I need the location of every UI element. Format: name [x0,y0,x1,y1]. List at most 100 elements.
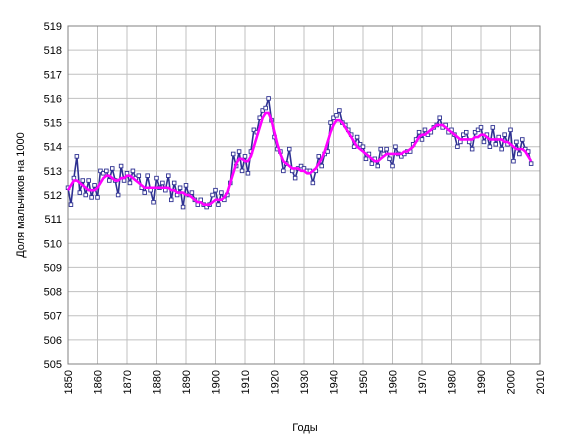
data-point [95,195,100,200]
data-point [260,108,265,113]
data-point [107,178,112,183]
data-point [478,125,484,130]
data-point [369,161,375,166]
data-point [160,180,165,186]
x-tick-label: 2010 [535,370,547,394]
y-tick-label: 512 [44,190,62,202]
data-point [469,146,475,152]
x-tick-label: 1870 [122,370,134,394]
x-tick-label: 1850 [63,370,75,394]
x-tick-label: 1860 [93,370,105,394]
data-point [334,113,339,118]
series-line [66,111,533,206]
data-point [437,115,442,120]
data-point [115,192,121,198]
data-point [375,163,381,169]
data-point [80,178,85,183]
data-point [216,202,221,207]
data-point [490,125,496,130]
data-point [263,105,268,111]
data-point [487,144,493,149]
data-point [142,190,147,195]
data-point [189,190,195,195]
data-point [461,132,466,137]
data-point [455,144,460,149]
data-point [422,127,428,133]
data-point [328,120,333,125]
data-point [83,192,88,198]
data-point [109,166,115,171]
data-point [171,180,177,186]
data-point [363,156,369,162]
data-point [287,146,292,152]
data-point [210,192,215,198]
y-axis-label: Доля мальчиков на 1000 [15,132,27,258]
data-point [520,137,525,142]
data-point [183,183,189,188]
x-tick-label: 1960 [388,370,400,394]
data-point [481,139,487,145]
data-point [378,146,383,152]
plot-area [67,25,541,365]
y-tick-label: 516 [44,93,62,105]
data-point [136,173,142,178]
data-point [528,161,534,166]
data-point [86,178,91,183]
x-tick-label: 1990 [476,370,488,394]
data-point [472,129,478,135]
data-point [475,127,481,133]
data-point [354,134,360,140]
data-point [310,180,316,186]
x-tick-label: 1950 [358,370,370,394]
data-point [74,154,80,159]
data-point [92,183,97,188]
data-point [104,168,109,174]
data-point [154,175,159,181]
data-point [393,144,398,149]
data-point [213,187,218,193]
data-point [251,127,257,133]
data-point [331,115,336,120]
data-point [416,129,422,135]
x-tick-label: 1910 [240,370,252,394]
x-tick-label: 1970 [417,370,429,394]
y-tick-label: 515 [44,118,62,130]
x-tick-label: 1900 [211,370,223,394]
data-point [180,204,186,210]
data-point [101,171,106,176]
y-tick-label: 511 [44,214,62,226]
data-point [511,158,516,164]
x-tick-label: 1930 [299,370,311,394]
y-tick-label: 519 [44,21,62,33]
data-point [502,132,507,137]
y-tick-label: 507 [44,311,62,323]
data-point [98,168,103,174]
data-point [298,163,304,169]
data-point [151,199,156,205]
y-tick-label: 513 [44,166,62,178]
x-tick-label: 1890 [181,370,193,394]
data-point [242,154,248,159]
x-tick-label: 1940 [329,370,341,394]
data-point [118,163,124,169]
x-tick-label: 1980 [447,370,459,394]
y-tick-label: 510 [44,238,62,250]
y-tick-label: 518 [44,45,62,57]
data-point [166,173,171,178]
series-line [67,97,532,208]
data-point [292,175,298,181]
data-point [357,142,363,147]
data-point [387,156,392,162]
data-point [245,171,251,176]
data-point [316,154,322,159]
data-point [130,168,136,174]
x-tick-label: 2000 [506,370,518,394]
data-point [419,137,425,142]
data-point [360,144,366,149]
y-tick-label: 508 [44,287,62,299]
data-point [89,195,94,200]
x-tick-label: 1920 [270,370,282,394]
data-point [127,180,133,186]
data-point [236,149,242,154]
